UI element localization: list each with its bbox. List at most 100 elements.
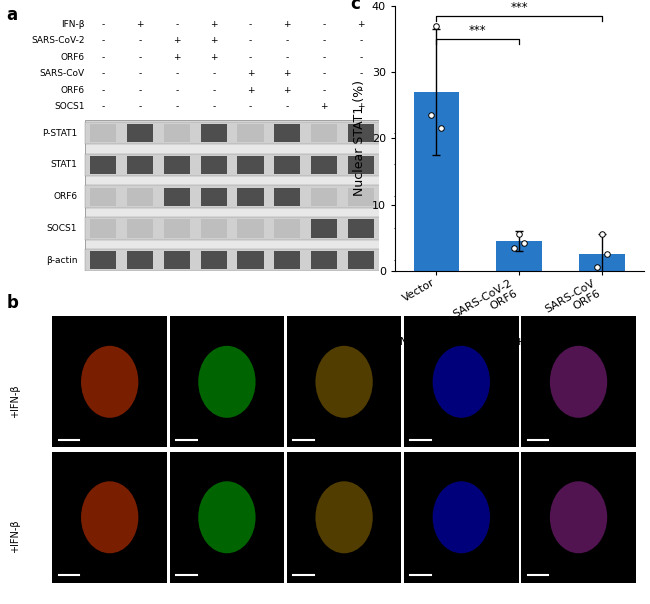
Text: - 100 kD: - 100 kD [395, 129, 430, 138]
Text: +: + [247, 86, 254, 95]
Ellipse shape [81, 346, 138, 418]
Text: +: + [283, 69, 291, 79]
Text: c: c [350, 0, 360, 13]
Text: -: - [176, 102, 179, 111]
Bar [237, 251, 263, 269]
Ellipse shape [315, 346, 373, 418]
Ellipse shape [81, 481, 138, 553]
Bar [127, 251, 153, 269]
Text: -: - [212, 102, 215, 111]
Bar [274, 187, 300, 206]
Text: +: + [173, 36, 181, 45]
Text: -: - [102, 69, 105, 79]
Text: DAPI: DAPI [451, 452, 472, 461]
Text: -: - [138, 86, 142, 95]
Bar [348, 251, 374, 269]
Text: -: - [102, 86, 105, 95]
Text: ORF6: ORF6 [53, 192, 77, 201]
Text: ***: *** [469, 24, 487, 37]
Bar [127, 219, 153, 237]
Bar [127, 124, 153, 142]
Bar [237, 156, 263, 174]
Text: +IFN-β: +IFN-β [10, 519, 20, 553]
Text: -: - [359, 86, 362, 95]
Text: Merge 1: Merge 1 [326, 318, 363, 327]
Bar [311, 124, 337, 142]
Text: Merge 1: Merge 1 [326, 452, 363, 461]
Bar [348, 219, 374, 237]
Text: -: - [102, 53, 105, 62]
Text: -: - [212, 69, 215, 79]
Text: +: + [210, 53, 218, 62]
Text: -: - [102, 20, 105, 29]
Text: -: - [285, 36, 289, 45]
Bar [311, 156, 337, 174]
Ellipse shape [198, 346, 255, 418]
Bar [237, 219, 263, 237]
Text: IFN-β: IFN-β [61, 20, 84, 29]
Bar [311, 251, 337, 269]
Bar [348, 124, 374, 142]
Text: STAT1: STAT1 [96, 318, 123, 327]
Text: a: a [6, 6, 18, 24]
Bar [84, 217, 391, 240]
Bar [201, 187, 227, 206]
Text: ORF6: ORF6 [60, 86, 84, 95]
Text: P-STAT1: P-STAT1 [42, 129, 77, 138]
Bar [164, 156, 190, 174]
Text: β-actin: β-actin [46, 255, 77, 265]
Text: b: b [6, 294, 18, 312]
Text: - 15 kD: - 15 kD [395, 192, 424, 201]
Bar [237, 124, 263, 142]
Text: +: + [320, 102, 328, 111]
Bar [84, 122, 391, 144]
Bar [84, 185, 391, 208]
Text: IFN-β: IFN-β [391, 337, 420, 347]
Bar [237, 187, 263, 206]
Text: -: - [322, 69, 326, 79]
Ellipse shape [550, 346, 607, 418]
Bar [164, 219, 190, 237]
Bar [164, 251, 190, 269]
Text: +IFN-β: +IFN-β [10, 384, 20, 417]
Text: SARS-CoV-2 ORF6: SARS-CoV-2 ORF6 [187, 318, 267, 327]
Bar [274, 251, 300, 269]
Ellipse shape [315, 481, 373, 553]
Bar [201, 251, 227, 269]
Text: DAPI: DAPI [451, 318, 472, 327]
Bar [579, 254, 625, 271]
FancyBboxPatch shape [84, 120, 391, 268]
Text: SARS-CoV-2: SARS-CoV-2 [31, 36, 84, 45]
Text: -: - [285, 102, 289, 111]
Bar [127, 187, 153, 206]
Text: +: + [515, 337, 524, 347]
Text: -: - [249, 102, 252, 111]
Text: +: + [210, 36, 218, 45]
Text: -: - [138, 102, 142, 111]
Text: SARS-CoV: SARS-CoV [40, 69, 84, 79]
Text: -: - [322, 20, 326, 29]
Text: +: + [357, 20, 365, 29]
Text: -: - [176, 20, 179, 29]
Bar [90, 187, 116, 206]
Bar [274, 219, 300, 237]
Text: -: - [322, 53, 326, 62]
Text: +: + [173, 53, 181, 62]
Text: -: - [249, 53, 252, 62]
Text: ***: *** [510, 1, 528, 14]
Text: -: - [102, 102, 105, 111]
Text: -: - [176, 86, 179, 95]
Y-axis label: Nuclear STAT1 (%): Nuclear STAT1 (%) [353, 80, 366, 196]
Text: -: - [359, 53, 362, 62]
Text: -: - [359, 36, 362, 45]
Text: Merge 2: Merge 2 [560, 318, 597, 327]
Ellipse shape [198, 481, 255, 553]
Text: -: - [138, 53, 142, 62]
Bar [201, 124, 227, 142]
Bar [274, 156, 300, 174]
Ellipse shape [550, 481, 607, 553]
Bar [90, 156, 116, 174]
Text: -: - [322, 36, 326, 45]
Text: SARS-CoV ORF6: SARS-CoV ORF6 [191, 452, 263, 461]
Bar [127, 156, 153, 174]
